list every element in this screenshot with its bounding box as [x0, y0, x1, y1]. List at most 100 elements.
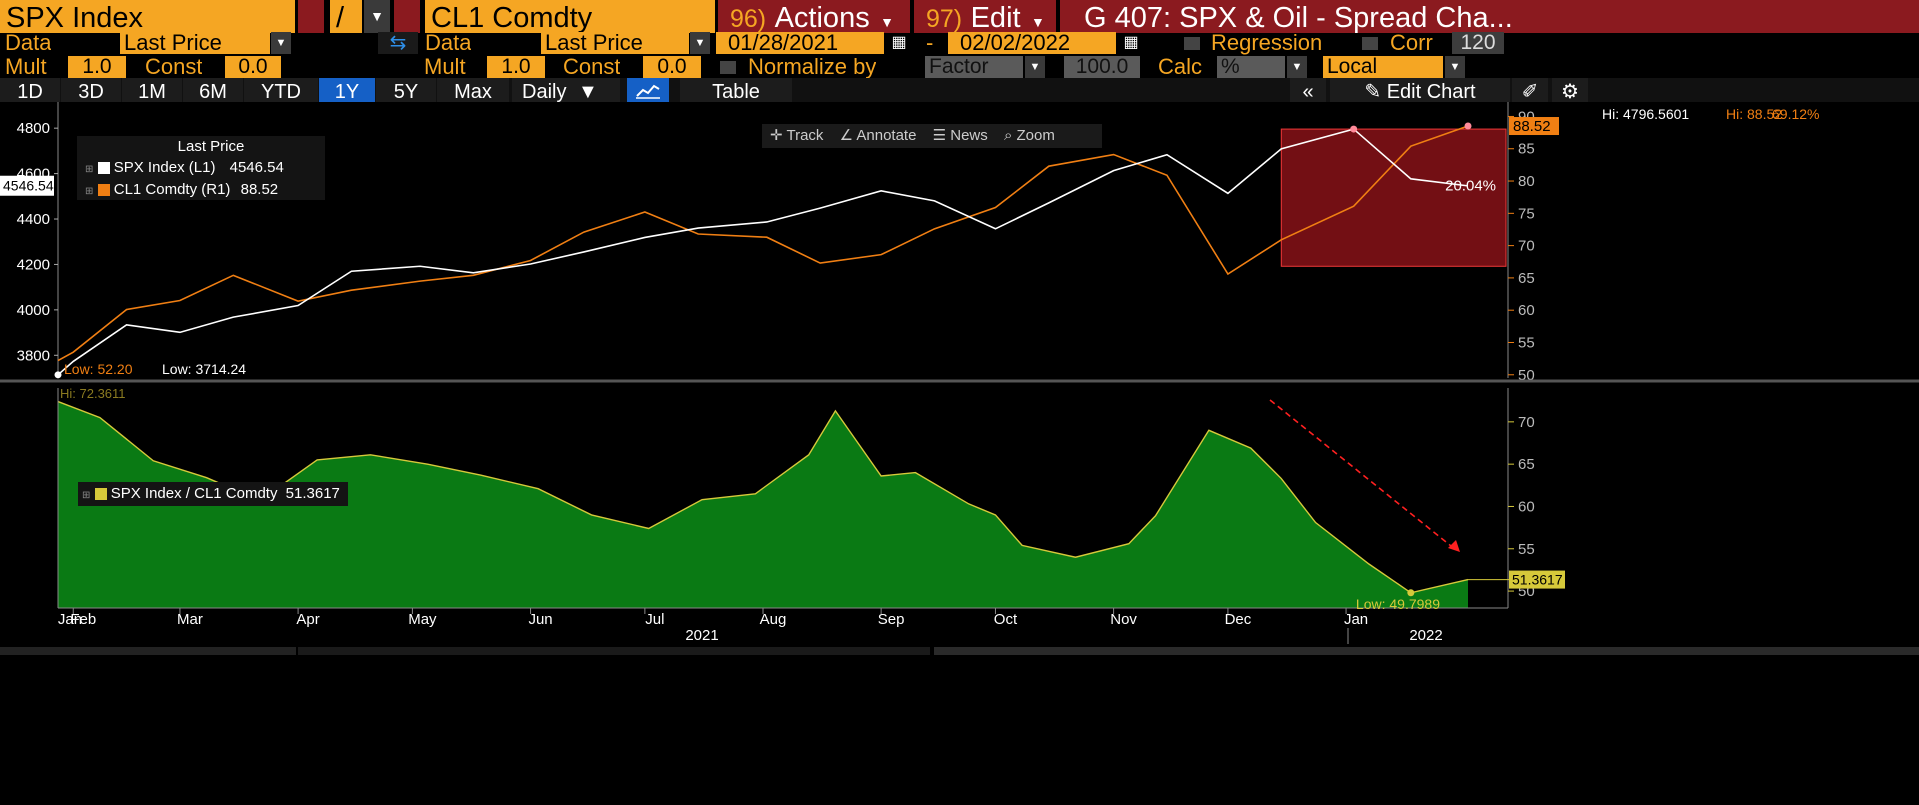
scrollbar-mid	[298, 647, 930, 655]
ratio-area	[58, 401, 1468, 608]
oil-pct-label: 69.12%	[1772, 106, 1819, 122]
mult1-field[interactable]: 1.0	[68, 56, 126, 78]
start-date-field[interactable]: 01/28/2021	[716, 32, 884, 54]
pencil-icon: ✎	[1364, 81, 1382, 103]
annotate-button[interactable]: ∠ Annotate	[839, 127, 917, 144]
actions-button[interactable]: 96) Actions ▼	[718, 0, 910, 33]
zoom-button[interactable]: ⌕ Zoom	[1003, 127, 1055, 144]
edit-chart-button[interactable]: ✎ Edit Chart	[1330, 78, 1510, 103]
chart-tools: ✛ Track ∠ Annotate ☰ News ⌕ Zoom	[762, 124, 1102, 148]
actions-label: Actions	[774, 2, 870, 33]
calc-dropdown-icon[interactable]: ▼	[1287, 56, 1307, 78]
data1-select[interactable]: Last Price	[120, 32, 270, 54]
news-button[interactable]: ☰ News	[932, 127, 988, 144]
month-label: Feb	[70, 611, 96, 628]
ratio-low-point	[1407, 589, 1415, 597]
toolbar: 1D 3D 1M 6M YTD 1Y 5Y Max Daily ▼ Table …	[0, 78, 1919, 103]
month-label: Apr	[296, 611, 319, 628]
right-tick-label: 70	[1518, 238, 1535, 255]
period-max-button[interactable]: Max	[437, 78, 509, 103]
spx-hi-label: Hi: 4796.5601	[1602, 106, 1689, 122]
const1-field[interactable]: 0.0	[225, 56, 281, 78]
right-tick-label: 85	[1518, 141, 1535, 158]
mult2-field[interactable]: 1.0	[487, 56, 545, 78]
data-row: Data Last Price ▼ ⇆ Data Last Price ▼ 01…	[0, 31, 1919, 55]
legend-item-oil[interactable]: ⊞ CL1 Comdty (R1) 88.52	[85, 181, 279, 198]
right-tick-label: 80	[1518, 173, 1535, 190]
params-row: Mult 1.0 Const 0.0 Mult 1.0 Const 0.0 No…	[0, 55, 1919, 79]
upper-legend: Last Price ⊞ SPX Index (L1) 4546.54 ⊞ CL…	[77, 136, 325, 200]
factor-field[interactable]: 100.0	[1064, 56, 1140, 78]
frequency-select[interactable]: Daily ▼	[512, 78, 620, 103]
draw-tool-icon[interactable]: ✐	[1512, 78, 1548, 103]
end-date-field[interactable]: 02/02/2022	[948, 32, 1116, 54]
local-select[interactable]: Local	[1323, 56, 1443, 78]
data2-dropdown-icon[interactable]: ▼	[690, 32, 710, 54]
local-dropdown-icon[interactable]: ▼	[1445, 56, 1465, 78]
legend-oil-name: CL1 Comdty (R1)	[113, 181, 231, 198]
corr-checkbox[interactable]	[1362, 37, 1378, 50]
month-label: Jan	[58, 611, 82, 628]
calc-select[interactable]: %	[1217, 56, 1285, 78]
start-calendar-icon[interactable]: ▦	[891, 34, 907, 51]
ratio-line	[57, 400, 1469, 594]
normalize-checkbox[interactable]	[720, 61, 736, 74]
mult2-label: Mult	[424, 55, 466, 79]
operator-dropdown-icon[interactable]: ▼	[364, 0, 390, 33]
collapse-icon[interactable]: «	[1290, 78, 1326, 103]
const1-label: Const	[145, 55, 203, 79]
actions-dropdown-icon: ▼	[880, 14, 895, 30]
period-5y-button[interactable]: 5Y	[376, 78, 436, 103]
legend-ratio-value: 51.3617	[285, 485, 340, 502]
spx-hi-point	[1350, 125, 1358, 133]
period-3d-button[interactable]: 3D	[61, 78, 121, 103]
end-calendar-icon[interactable]: ▦	[1123, 34, 1139, 51]
data1-dropdown-icon[interactable]: ▼	[271, 32, 291, 54]
data2-select[interactable]: Last Price	[541, 32, 689, 54]
month-label: Dec	[1225, 611, 1252, 628]
date-separator: -	[926, 31, 934, 55]
normalize-select[interactable]: Factor	[925, 56, 1023, 78]
calc-label: Calc	[1158, 55, 1203, 79]
legend-item-spx[interactable]: ⊞ SPX Index (L1) 4546.54	[85, 159, 284, 176]
const2-field[interactable]: 0.0	[643, 56, 701, 78]
legend-spx-value: 4546.54	[229, 159, 284, 176]
line-chart-icon[interactable]	[627, 78, 669, 102]
regression-checkbox[interactable]	[1184, 37, 1200, 50]
security1-field[interactable]: SPX Index	[0, 0, 295, 33]
security2-field[interactable]: CL1 Comdty	[425, 0, 715, 33]
chart-area[interactable]: 3800400042004400460048005055606570758085…	[0, 102, 1919, 805]
operator-field[interactable]: /	[330, 0, 362, 33]
scrollbar-right	[934, 647, 1919, 655]
table-button[interactable]: Table	[680, 78, 792, 103]
ratio-low-label: Low: 49.7989	[1356, 596, 1440, 612]
operator-swatch	[394, 0, 420, 33]
ratio-current-value: 51.3617	[1512, 572, 1563, 588]
const2-label: Const	[563, 55, 621, 79]
spx-low-label: Low: 3714.24	[162, 361, 246, 377]
ratio-swatch	[94, 488, 107, 501]
data-label-1: Data	[5, 31, 52, 55]
month-label: Oct	[994, 611, 1018, 628]
legend-title: Last Price	[177, 138, 245, 155]
month-label: Mar	[177, 611, 203, 628]
period-1d-button[interactable]: 1D	[0, 78, 60, 103]
trend-arrowhead	[1448, 540, 1460, 552]
period-1m-button[interactable]: 1M	[122, 78, 182, 103]
lower-right-tick-label: 70	[1518, 414, 1535, 431]
track-button[interactable]: ✛ Track	[770, 127, 824, 144]
edit-label: Edit	[970, 2, 1021, 33]
period-1y-button[interactable]: 1Y	[319, 78, 375, 103]
edit-button[interactable]: 97) Edit ▼	[914, 0, 1056, 33]
normalize-dropdown-icon[interactable]: ▼	[1025, 56, 1045, 78]
period-6m-button[interactable]: 6M	[183, 78, 243, 103]
lower-legend[interactable]: ⊞ SPX Index / CL1 Comdty 51.3617	[78, 482, 348, 506]
corr-window-field[interactable]: 120	[1452, 32, 1504, 54]
gear-icon[interactable]: ⚙	[1552, 78, 1588, 103]
year-label-2022: 2022	[1409, 627, 1442, 644]
swap-icon[interactable]: ⇆	[378, 32, 418, 54]
highlight-box	[1280, 128, 1507, 267]
period-ytd-button[interactable]: YTD	[244, 78, 318, 103]
right-tick-label: 75	[1518, 205, 1535, 222]
